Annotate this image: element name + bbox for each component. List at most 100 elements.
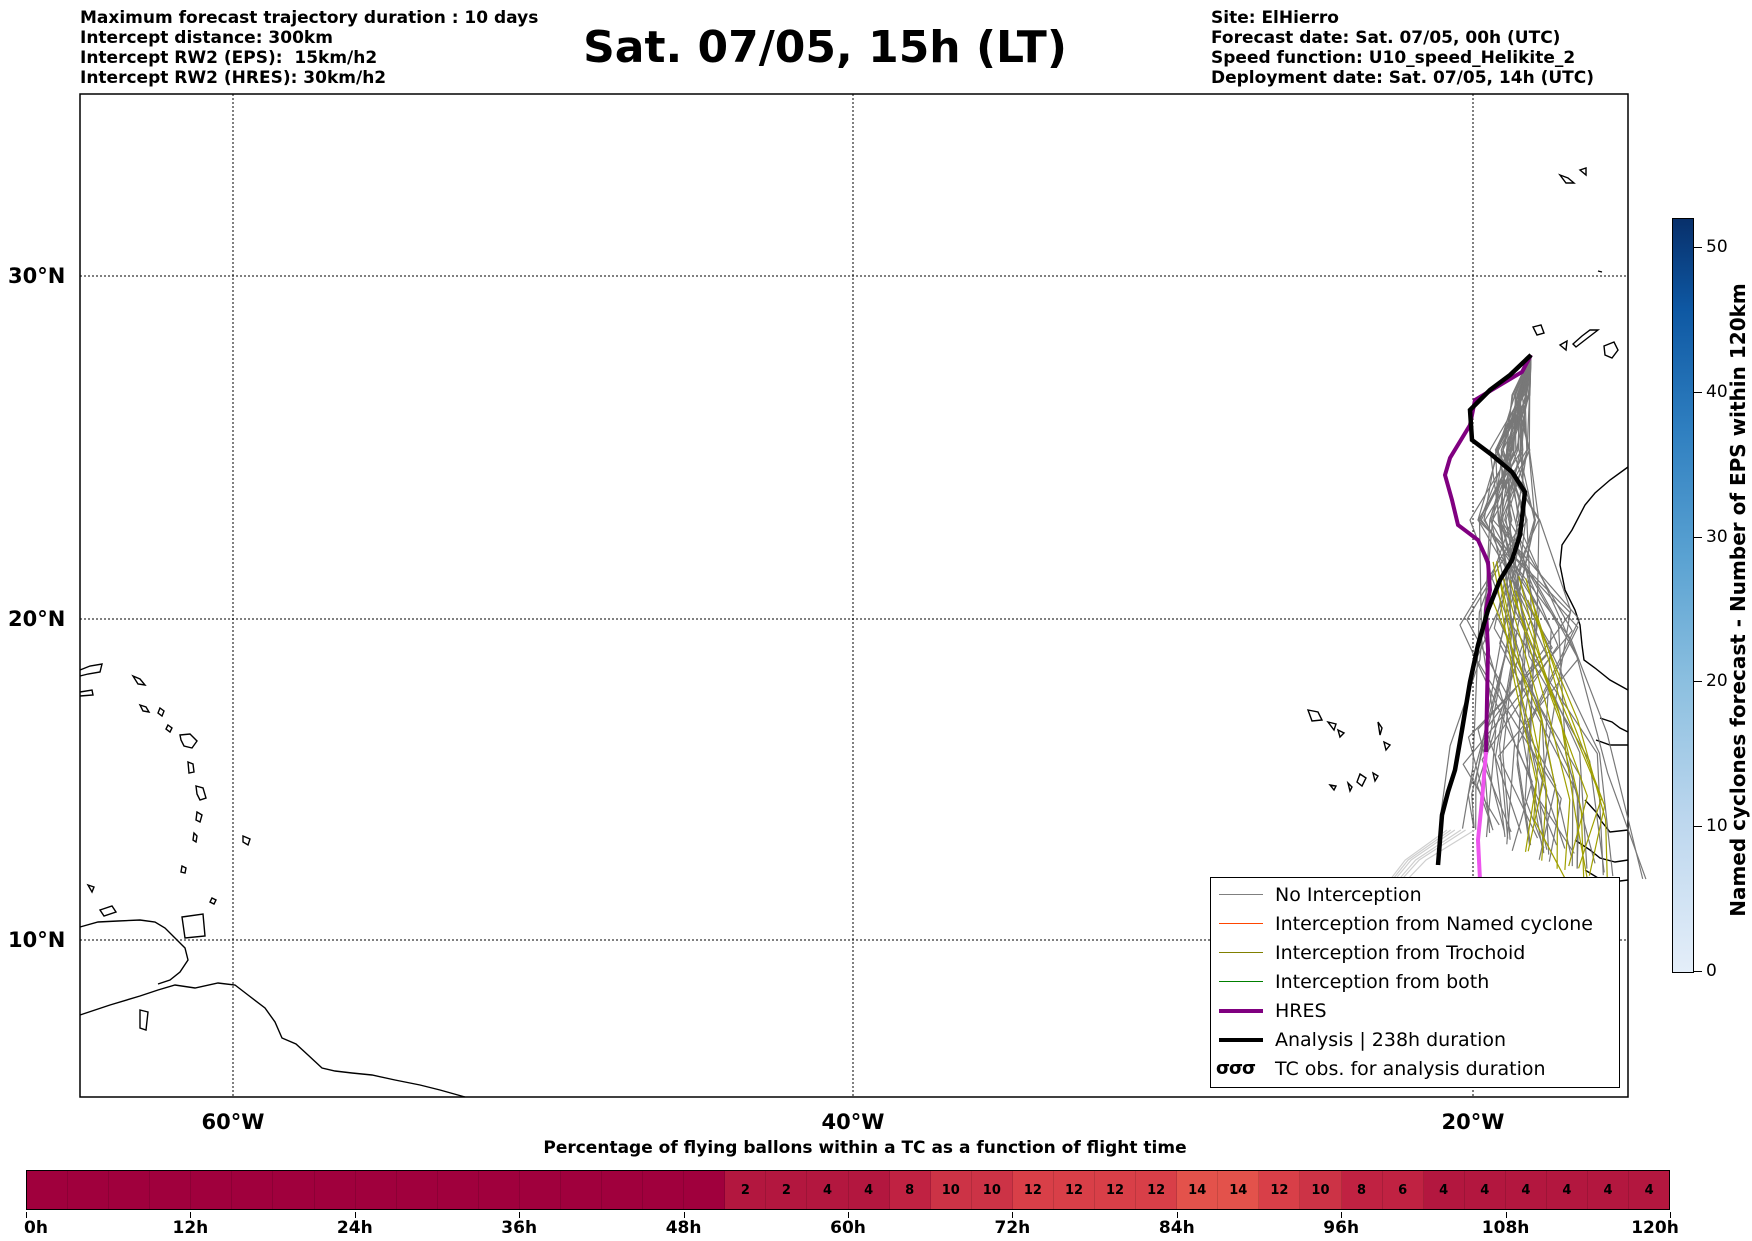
- header-line: Deployment date: Sat. 07/05, 14h (UTC): [1211, 68, 1595, 88]
- bar-cell: 4: [1423, 1171, 1465, 1209]
- eps-trajectory: [1467, 354, 1548, 828]
- header-line: Maximum forecast trajectory duration : 1…: [80, 8, 539, 28]
- colorbar-tick: [1694, 536, 1702, 538]
- barbados: [242, 834, 251, 847]
- trochoid-interception-trajectories: [1491, 561, 1609, 890]
- bar-tick: [1176, 1212, 1178, 1218]
- header-line: Intercept RW2 (EPS): 15km/h2: [80, 48, 378, 68]
- bar-time-label: 12h: [172, 1218, 209, 1238]
- legend-swatch: [1219, 923, 1263, 924]
- legend-no-interception: No Interception: [1211, 882, 1619, 908]
- trinidad: [181, 913, 206, 939]
- st-vincent: [192, 831, 198, 844]
- analysis-trajectory: [1435, 353, 1533, 866]
- colorbar-tick: [1694, 971, 1702, 972]
- bar-cell: 12: [1095, 1171, 1137, 1209]
- colorbar-tick-label: 0: [1706, 961, 1717, 981]
- colorbar-tick: [1694, 826, 1702, 828]
- bar-cell: [684, 1171, 726, 1209]
- bar-cell: [68, 1171, 110, 1209]
- curacao: [98, 905, 118, 917]
- colorbar-tick: [1694, 246, 1702, 248]
- bar-cell: [396, 1171, 438, 1209]
- trochoid-trajectory: [1491, 598, 1572, 890]
- legend-trochoid: Interception from Trochoid: [1211, 940, 1619, 966]
- bar-cell: [150, 1171, 192, 1209]
- legend-swatch: [1219, 894, 1263, 895]
- legend-label: Interception from Named cyclone: [1275, 913, 1593, 935]
- bar-cell: 2: [766, 1171, 808, 1209]
- bar-time-label: 120h: [1631, 1218, 1679, 1238]
- bar-cell: 4: [1505, 1171, 1547, 1209]
- trochoid-trajectory: [1492, 561, 1537, 852]
- colorbar-tick-label: 20: [1706, 671, 1728, 692]
- legend-label: No Interception: [1275, 884, 1422, 906]
- header-line: Site: ElHierro: [1211, 8, 1339, 28]
- trochoid-trajectory: [1525, 578, 1603, 869]
- colorbar-title: Named cyclones forecast - Number of EPS …: [1726, 283, 1750, 917]
- bar-cell: [478, 1171, 520, 1209]
- bar-time-label: 84h: [1158, 1218, 1195, 1238]
- trochoid-trajectory: [1503, 578, 1559, 869]
- eps-trajectory: [1461, 354, 1532, 829]
- eps-trajectory: [1477, 354, 1553, 831]
- bar-time-label: 60h: [830, 1218, 866, 1238]
- bar-tick: [354, 1212, 356, 1218]
- lat-label-10n: 10°N: [8, 928, 66, 952]
- bar-cell: 2: [725, 1171, 767, 1209]
- bar-cell: 14: [1218, 1171, 1260, 1209]
- bar-cell: 6: [1382, 1171, 1424, 1209]
- bar-tick: [519, 1212, 521, 1218]
- bar-cell: 14: [1177, 1171, 1219, 1209]
- map-legend: No Interception Interception from Named …: [1210, 877, 1620, 1088]
- bar-cell: 12: [1012, 1171, 1054, 1209]
- trochoid-trajectory: [1509, 579, 1571, 871]
- bar-cell: 12: [1053, 1171, 1096, 1209]
- eps-colorbar: [1672, 218, 1694, 973]
- bar-time-label: 48h: [665, 1218, 702, 1238]
- bar-time-label: 24h: [336, 1218, 373, 1238]
- bar-cell: [519, 1171, 562, 1209]
- legend-label: Analysis | 238h duration: [1275, 1029, 1507, 1051]
- cape-verde: [1306, 709, 1392, 794]
- bar-cell: [109, 1171, 151, 1209]
- trochoid-trajectory: [1496, 561, 1544, 852]
- bar-tick: [1505, 1212, 1507, 1218]
- legend-named-cyclone: Interception from Named cyclone: [1211, 911, 1619, 937]
- bar-cell: 8: [889, 1171, 931, 1209]
- colorbar-tick-label: 50: [1706, 236, 1728, 257]
- bar-tick: [848, 1212, 849, 1218]
- map-frame: [79, 93, 1629, 1098]
- bar-time-label: 72h: [994, 1218, 1031, 1238]
- lon-label-60w: 60°W: [201, 1110, 265, 1134]
- africa-coast: [1559, 466, 1629, 691]
- legend-hres: HRES: [1211, 998, 1619, 1024]
- trochoid-trajectory: [1497, 570, 1548, 861]
- bar-time-label: 108h: [1481, 1218, 1530, 1238]
- eps-trajectory: [1481, 354, 1559, 833]
- tc-symbol-icon: σσσ: [1216, 1058, 1256, 1079]
- puerto-rico: [79, 689, 94, 697]
- martinique: [195, 785, 207, 801]
- legend-tc-obs: σσσ TC obs. for analysis duration: [1211, 1056, 1619, 1082]
- grenada: [180, 864, 187, 874]
- guadeloupe: [179, 733, 198, 749]
- bar-cell: [437, 1171, 479, 1209]
- bar-tick: [1670, 1212, 1671, 1218]
- site-info: Site: ElHierro Forecast date: Sat. 07/05,…: [1211, 8, 1594, 88]
- trochoid-trajectory: [1515, 590, 1585, 881]
- lon-label-20w: 20°W: [1441, 1110, 1505, 1134]
- bar-cell: 12: [1259, 1171, 1301, 1209]
- bar-tick: [683, 1212, 685, 1218]
- bar-cell: 8: [1341, 1171, 1383, 1209]
- legend-label: Interception from Trochoid: [1275, 942, 1526, 964]
- bar-cell: 10: [1300, 1171, 1342, 1209]
- bar-tick: [1012, 1212, 1014, 1218]
- eps-trajectory: [1495, 354, 1588, 869]
- legend-swatch: [1219, 952, 1263, 953]
- canary-islands: [1531, 167, 1619, 359]
- bar-cell: 4: [807, 1171, 849, 1209]
- legend-analysis: Analysis | 238h duration: [1211, 1027, 1619, 1053]
- legend-label: HRES: [1275, 1000, 1327, 1022]
